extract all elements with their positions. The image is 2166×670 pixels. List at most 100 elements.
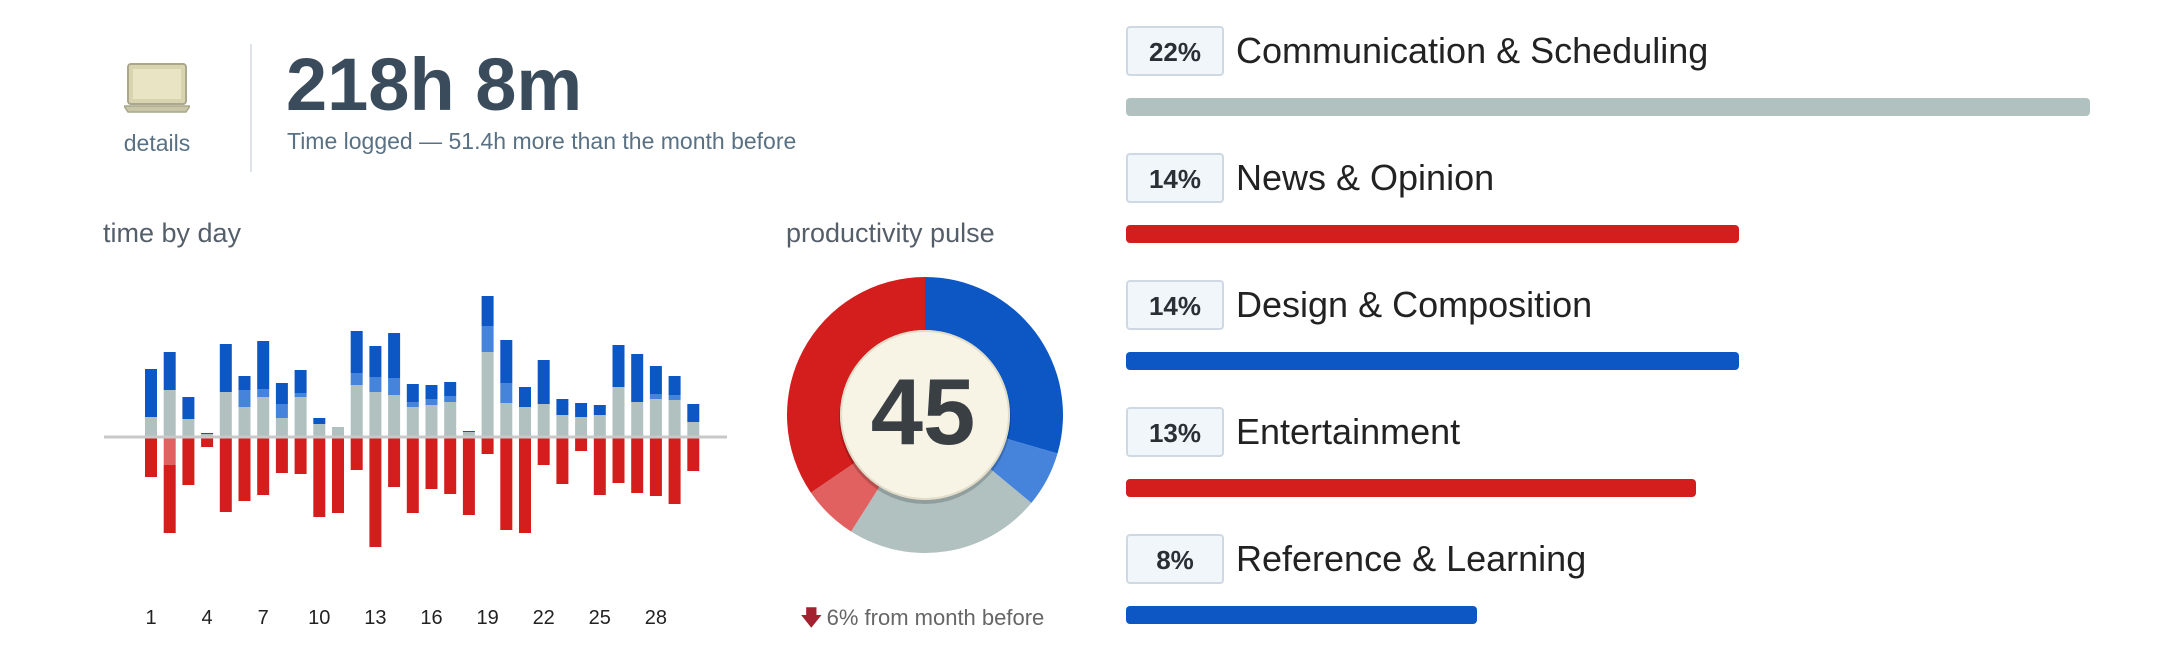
day-bar-segment[interactable] [275, 437, 288, 473]
category-name[interactable]: Entertainment [1236, 411, 1461, 452]
day-bar-segment[interactable] [275, 418, 288, 437]
day-bar-segment[interactable] [519, 437, 531, 533]
day-bar-segment[interactable] [631, 354, 644, 402]
day-bar-segment[interactable] [444, 437, 457, 494]
day-bar-segment[interactable] [257, 397, 270, 437]
laptop-icon[interactable] [124, 62, 190, 114]
pulse-slice[interactable] [851, 469, 1032, 553]
day-bar-segment[interactable] [668, 395, 681, 400]
category-name[interactable]: Communication & Scheduling [1236, 30, 1709, 71]
day-bar-segment[interactable] [201, 437, 214, 447]
day-bar-segment[interactable] [687, 404, 700, 422]
day-bar-segment[interactable] [369, 437, 382, 547]
day-bar-segment[interactable] [425, 399, 438, 405]
day-bar-segment[interactable] [219, 437, 232, 512]
category-name[interactable]: Reference & Learning [1236, 538, 1587, 579]
day-bar-segment[interactable] [462, 431, 475, 432]
day-bar-segment[interactable] [257, 389, 270, 397]
day-bar-segment[interactable] [668, 376, 681, 395]
day-bar-segment[interactable] [350, 437, 363, 470]
day-bar-segment[interactable] [275, 404, 288, 418]
day-bar-segment[interactable] [294, 393, 307, 397]
pulse-slice[interactable] [787, 277, 925, 493]
day-bar-segment[interactable] [388, 395, 401, 437]
day-bar-segment[interactable] [182, 397, 195, 419]
day-bar-segment[interactable] [313, 437, 326, 517]
day-bar-segment[interactable] [575, 437, 588, 451]
day-bar-segment[interactable] [649, 366, 662, 394]
day-bar-segment[interactable] [332, 437, 344, 513]
day-bar-segment[interactable] [294, 437, 307, 474]
day-bar-segment[interactable] [575, 403, 588, 417]
day-bar-segment[interactable] [575, 417, 588, 437]
day-bar-segment[interactable] [238, 407, 251, 437]
day-bar-segment[interactable] [350, 331, 363, 373]
day-bar-segment[interactable] [313, 424, 326, 437]
day-bar-segment[interactable] [687, 422, 700, 437]
day-bar-segment[interactable] [519, 407, 531, 437]
day-bar-segment[interactable] [500, 340, 513, 383]
day-bar-segment[interactable] [275, 383, 288, 404]
day-bar-segment[interactable] [668, 437, 681, 504]
day-bar-segment[interactable] [238, 437, 251, 501]
day-bar-segment[interactable] [537, 437, 550, 465]
category-name[interactable]: News & Opinion [1236, 157, 1495, 198]
day-bar-segment[interactable] [631, 437, 644, 493]
day-bar-segment[interactable] [593, 415, 606, 437]
day-bar-segment[interactable] [444, 402, 457, 437]
day-bar-segment[interactable] [332, 427, 344, 437]
day-bar-segment[interactable] [163, 465, 176, 533]
category-name[interactable]: Design & Composition [1236, 284, 1593, 325]
day-bar-segment[interactable] [612, 345, 625, 387]
day-bar-segment[interactable] [219, 344, 232, 392]
day-bar-segment[interactable] [537, 404, 550, 437]
day-bar-segment[interactable] [425, 437, 438, 489]
day-bar-segment[interactable] [462, 437, 475, 515]
day-bar-segment[interactable] [294, 370, 307, 393]
day-bar-segment[interactable] [612, 437, 625, 483]
pulse-slice[interactable] [810, 462, 880, 532]
day-bar-segment[interactable] [556, 437, 569, 484]
day-bar-segment[interactable] [388, 378, 401, 395]
day-bar-segment[interactable] [201, 433, 214, 434]
day-bar-segment[interactable] [444, 382, 457, 396]
day-bar-segment[interactable] [556, 399, 569, 415]
day-bar-segment[interactable] [462, 432, 475, 437]
day-bar-segment[interactable] [238, 390, 251, 407]
day-bar-segment[interactable] [313, 418, 326, 424]
day-bar-segment[interactable] [481, 326, 494, 352]
day-bar-segment[interactable] [163, 437, 176, 465]
day-bar-segment[interactable] [369, 392, 382, 437]
day-bar-segment[interactable] [257, 437, 270, 495]
day-bar-segment[interactable] [500, 383, 513, 403]
day-bar-segment[interactable] [388, 437, 401, 487]
day-bar-segment[interactable] [668, 400, 681, 437]
day-bar-segment[interactable] [649, 394, 662, 399]
day-bar-segment[interactable] [163, 390, 176, 437]
day-bar-segment[interactable] [631, 402, 644, 437]
day-bar-segment[interactable] [257, 341, 270, 389]
day-bar-segment[interactable] [687, 437, 700, 471]
day-bar-segment[interactable] [219, 392, 232, 437]
day-bar-segment[interactable] [350, 373, 363, 385]
day-bar-segment[interactable] [406, 384, 419, 402]
day-bar-segment[interactable] [145, 369, 157, 417]
day-bar-segment[interactable] [612, 387, 625, 437]
day-bar-segment[interactable] [406, 437, 419, 513]
day-bar-segment[interactable] [425, 385, 438, 399]
day-bar-segment[interactable] [593, 405, 606, 415]
day-bar-segment[interactable] [537, 360, 550, 404]
day-bar-segment[interactable] [444, 396, 457, 402]
day-bar-segment[interactable] [649, 399, 662, 437]
day-bar-segment[interactable] [406, 402, 419, 407]
day-bar-segment[interactable] [145, 437, 157, 477]
day-bar-segment[interactable] [145, 417, 157, 437]
day-bar-segment[interactable] [182, 437, 195, 485]
pulse-slice[interactable] [925, 277, 1063, 454]
day-bar-segment[interactable] [369, 377, 382, 392]
day-bar-segment[interactable] [593, 437, 606, 495]
day-bar-segment[interactable] [519, 387, 531, 407]
day-bar-segment[interactable] [406, 407, 419, 437]
day-bar-segment[interactable] [649, 437, 662, 496]
day-bar-segment[interactable] [182, 419, 195, 437]
